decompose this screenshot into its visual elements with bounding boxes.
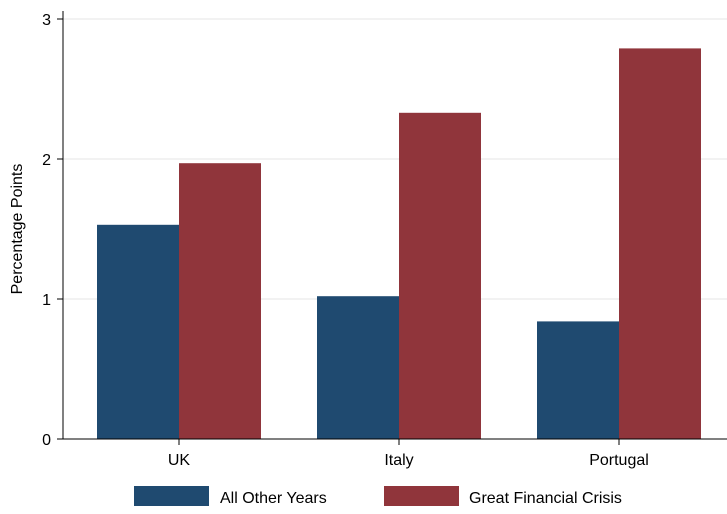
legend-swatch xyxy=(134,486,209,506)
x-ticks: UK Italy Portugal xyxy=(168,439,649,469)
bar-great-financial-crisis-uk xyxy=(179,163,261,439)
bar-all-other-years-italy xyxy=(317,296,399,439)
bars xyxy=(97,48,701,440)
legend-label: All Other Years xyxy=(220,490,327,507)
legend: All Other Years Great Financial Crisis xyxy=(134,486,622,507)
x-tick-label: Italy xyxy=(384,452,413,469)
legend-label: Great Financial Crisis xyxy=(469,490,622,507)
legend-swatch xyxy=(384,486,459,506)
y-ticks: 0 1 2 3 xyxy=(42,12,63,449)
bar-great-financial-crisis-portugal xyxy=(619,48,701,440)
y-tick-label: 0 xyxy=(42,432,51,449)
x-tick-label: Portugal xyxy=(589,452,649,469)
bar-all-other-years-portugal xyxy=(537,321,619,439)
y-tick-label: 3 xyxy=(42,12,51,29)
y-tick-label: 2 xyxy=(42,152,51,169)
axes xyxy=(62,11,727,440)
bar-great-financial-crisis-italy xyxy=(399,112,481,440)
bar-all-other-years-uk xyxy=(97,224,179,439)
y-axis-title: Percentage Points xyxy=(9,164,26,295)
x-tick-label: UK xyxy=(168,452,191,469)
y-tick-label: 1 xyxy=(42,292,51,309)
